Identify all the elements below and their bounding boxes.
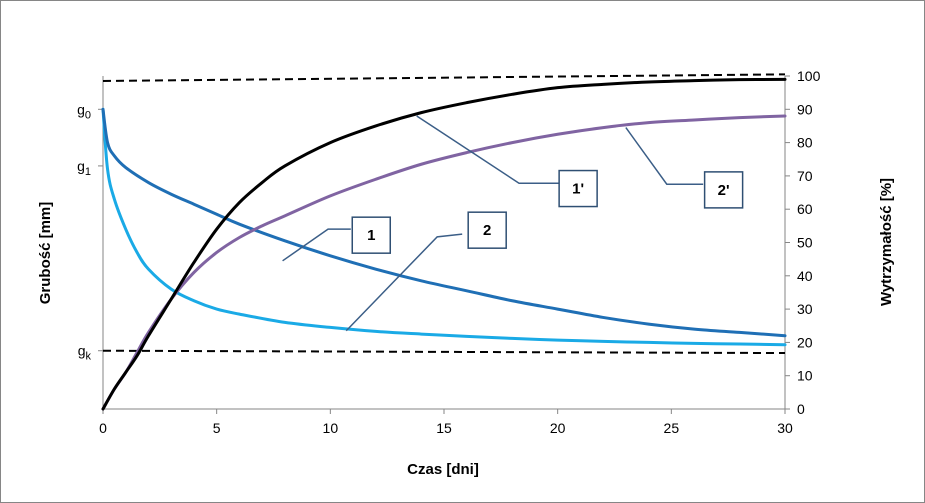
- callout-label-1: 1: [367, 227, 375, 244]
- y-left-tick-label-base: g: [77, 101, 85, 117]
- reference-lines: [102, 73, 786, 355]
- y-left-tick-label-sub: k: [86, 351, 92, 363]
- y-left-tick-label: g1: [77, 158, 91, 178]
- reference-line-dashed: [102, 73, 786, 82]
- x-axis-title: Czas [dni]: [407, 461, 479, 478]
- series-line-1-prime: [101, 77, 787, 411]
- callout-leader-2-prime: [625, 127, 704, 185]
- callout-box-2: [467, 211, 507, 249]
- y-left-tick-label-sub: 0: [85, 109, 91, 121]
- y-left-tick-label-base: g: [78, 343, 86, 359]
- x-tick-label: 25: [664, 420, 680, 436]
- y-left-tick-label: g0: [77, 101, 91, 121]
- callout-box-1: [351, 216, 392, 254]
- x-tick-label: 20: [550, 420, 566, 436]
- y-right-tick-label: 60: [797, 201, 813, 217]
- x-tick-label: 0: [99, 420, 107, 436]
- x-tick-label: 15: [436, 420, 452, 436]
- x-tick-label: 30: [777, 420, 793, 436]
- callouts: 1' 2' 1 2: [282, 115, 744, 332]
- callout-leader-1-prime: [416, 115, 563, 184]
- y-right-tick-label: 100: [797, 68, 821, 84]
- callout-leader-2: [345, 233, 463, 332]
- y-right-tick-label: 50: [797, 235, 813, 251]
- y-right-tick-label: 20: [797, 334, 813, 350]
- callout-leader-1: [282, 228, 351, 262]
- y-left-tick-label-base: g: [77, 158, 85, 174]
- y-right-tick-label: 0: [797, 401, 805, 417]
- series-line-2: [101, 107, 787, 347]
- callout-label-1-prime: 1': [572, 181, 584, 198]
- y-right-tick-label: 10: [797, 368, 813, 384]
- x-tick-label: 5: [213, 420, 221, 436]
- y-left-tick-label-sub: 1: [85, 166, 91, 178]
- x-tick-label: 10: [323, 420, 339, 436]
- callout-box-2-prime: [703, 171, 744, 209]
- callout-label-2-prime: 2': [718, 182, 730, 199]
- series-lines: [101, 77, 787, 411]
- series-line-2-prime: [101, 114, 787, 411]
- series-line-1: [101, 107, 787, 338]
- reference-line-dashed: [102, 349, 786, 355]
- y-right-axis-title: Wytrzymałość [%]: [878, 178, 895, 306]
- y-right-tick-label: 90: [797, 101, 813, 117]
- callout-box-1-prime: [558, 169, 598, 208]
- y-right-tick-label: 40: [797, 268, 813, 284]
- callout-label-2: 2: [483, 222, 491, 239]
- y-right-tick-label: 70: [797, 168, 813, 184]
- y-right-tick-label: 30: [797, 301, 813, 317]
- y-left-tick-label: gk: [78, 343, 92, 363]
- y-right-tick-label: 80: [797, 135, 813, 151]
- y-left-axis-title: Grubość [mm]: [37, 202, 54, 305]
